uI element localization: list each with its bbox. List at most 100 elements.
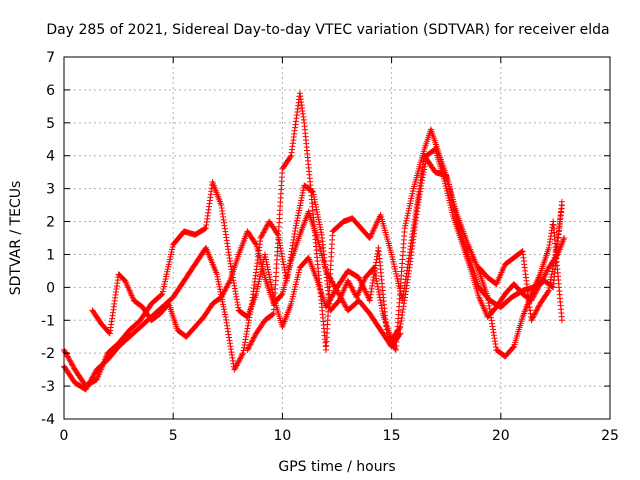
data-point-marker	[248, 340, 255, 347]
data-point-marker	[231, 366, 238, 373]
data-point-marker	[315, 216, 322, 223]
data-point-marker	[539, 276, 546, 283]
data-point-marker	[280, 258, 287, 265]
data-point-marker	[297, 199, 304, 206]
data-point-marker	[529, 315, 536, 322]
data-point-marker	[345, 279, 352, 286]
data-point-marker	[68, 360, 75, 367]
data-point-marker	[375, 289, 382, 296]
data-point-marker	[397, 330, 404, 337]
data-point-marker	[269, 311, 276, 318]
data-point-marker	[339, 298, 346, 305]
data-point-marker	[259, 232, 266, 239]
data-point-marker	[202, 225, 209, 232]
data-point-marker	[535, 303, 542, 310]
data-point-marker	[344, 277, 351, 284]
data-point-marker	[340, 299, 347, 306]
y-tick-label: 3	[46, 182, 55, 198]
data-point-marker	[300, 187, 307, 194]
data-point-marker	[349, 286, 356, 293]
data-point-marker	[535, 283, 542, 290]
data-point-marker	[314, 211, 321, 218]
data-point-marker	[265, 269, 272, 276]
data-point-marker	[532, 310, 539, 317]
data-point-marker	[558, 317, 565, 324]
data-point-marker	[374, 280, 381, 287]
data-point-marker	[247, 341, 254, 348]
data-point-marker	[87, 377, 94, 384]
data-point-marker	[214, 276, 221, 283]
data-point-marker	[332, 285, 339, 292]
data-point-marker	[346, 280, 353, 287]
data-point-marker	[234, 359, 241, 366]
data-point-marker	[372, 270, 379, 277]
data-point-marker	[376, 291, 383, 298]
plot-frame	[63, 56, 611, 420]
x-tick-label: 0	[60, 428, 69, 444]
data-point-marker	[531, 311, 538, 318]
data-point-marker	[371, 267, 378, 274]
data-point-marker	[323, 267, 330, 274]
data-point-marker	[299, 189, 306, 196]
data-point-marker	[279, 256, 286, 263]
y-tick-label: 6	[46, 83, 55, 99]
data-point-marker	[334, 288, 341, 295]
data-point-marker	[245, 344, 252, 351]
data-point-marker	[260, 229, 267, 236]
data-point-marker	[82, 386, 89, 393]
data-point-marker	[258, 233, 265, 240]
data-point-marker	[317, 226, 324, 233]
data-point-marker	[267, 279, 274, 286]
data-point-marker	[158, 291, 165, 298]
data-point-marker	[558, 202, 565, 209]
data-point-marker	[540, 275, 547, 282]
data-point-marker	[216, 283, 223, 290]
data-point-marker	[278, 291, 285, 298]
data-point-marker	[218, 292, 225, 299]
y-axis: -4 -3 -2 -1 0 1 2 3 4 5 6 7	[41, 50, 610, 428]
data-point-marker	[342, 303, 349, 310]
data-point-marker	[66, 357, 73, 364]
data-point-marker	[298, 197, 305, 204]
data-point-marker	[83, 385, 90, 392]
data-point-marker	[528, 317, 535, 324]
data-point-marker	[87, 378, 94, 385]
data-point-marker	[329, 279, 336, 286]
y-tick-label: 1	[46, 247, 55, 263]
data-point-marker	[347, 283, 354, 290]
series-track-1	[61, 126, 565, 390]
data-point-marker	[237, 354, 244, 361]
data-point-marker	[336, 291, 343, 298]
data-point-marker	[281, 264, 288, 271]
data-point-marker	[62, 349, 69, 356]
data-point-marker	[396, 325, 403, 332]
data-point-marker	[89, 374, 96, 381]
x-tick-label: 10	[273, 428, 291, 444]
data-point-marker	[64, 353, 71, 360]
data-point-marker	[221, 308, 228, 315]
data-point-marker	[66, 356, 73, 363]
data-point-marker	[262, 256, 269, 263]
data-point-marker	[530, 313, 537, 320]
data-point-marker	[294, 215, 301, 222]
y-tick-label: -3	[41, 379, 55, 395]
data-point-marker	[261, 228, 268, 235]
data-point-marker	[216, 286, 223, 293]
data-point-marker	[317, 224, 324, 231]
data-point-marker	[540, 274, 547, 281]
data-point-marker	[248, 338, 255, 345]
data-point-marker	[293, 222, 300, 229]
data-point-marker	[336, 292, 343, 299]
data-point-marker	[237, 355, 244, 362]
data-point-marker	[331, 283, 338, 290]
data-point-marker	[264, 222, 271, 229]
data-point-marker	[224, 281, 231, 288]
data-point-marker	[69, 361, 76, 368]
y-tick-label: 2	[46, 215, 55, 231]
data-point-marker	[315, 214, 322, 221]
data-point-marker	[219, 298, 226, 305]
data-points	[61, 90, 568, 393]
data-point-marker	[280, 261, 287, 268]
data-point-marker	[88, 375, 95, 382]
data-point-marker	[213, 271, 220, 278]
